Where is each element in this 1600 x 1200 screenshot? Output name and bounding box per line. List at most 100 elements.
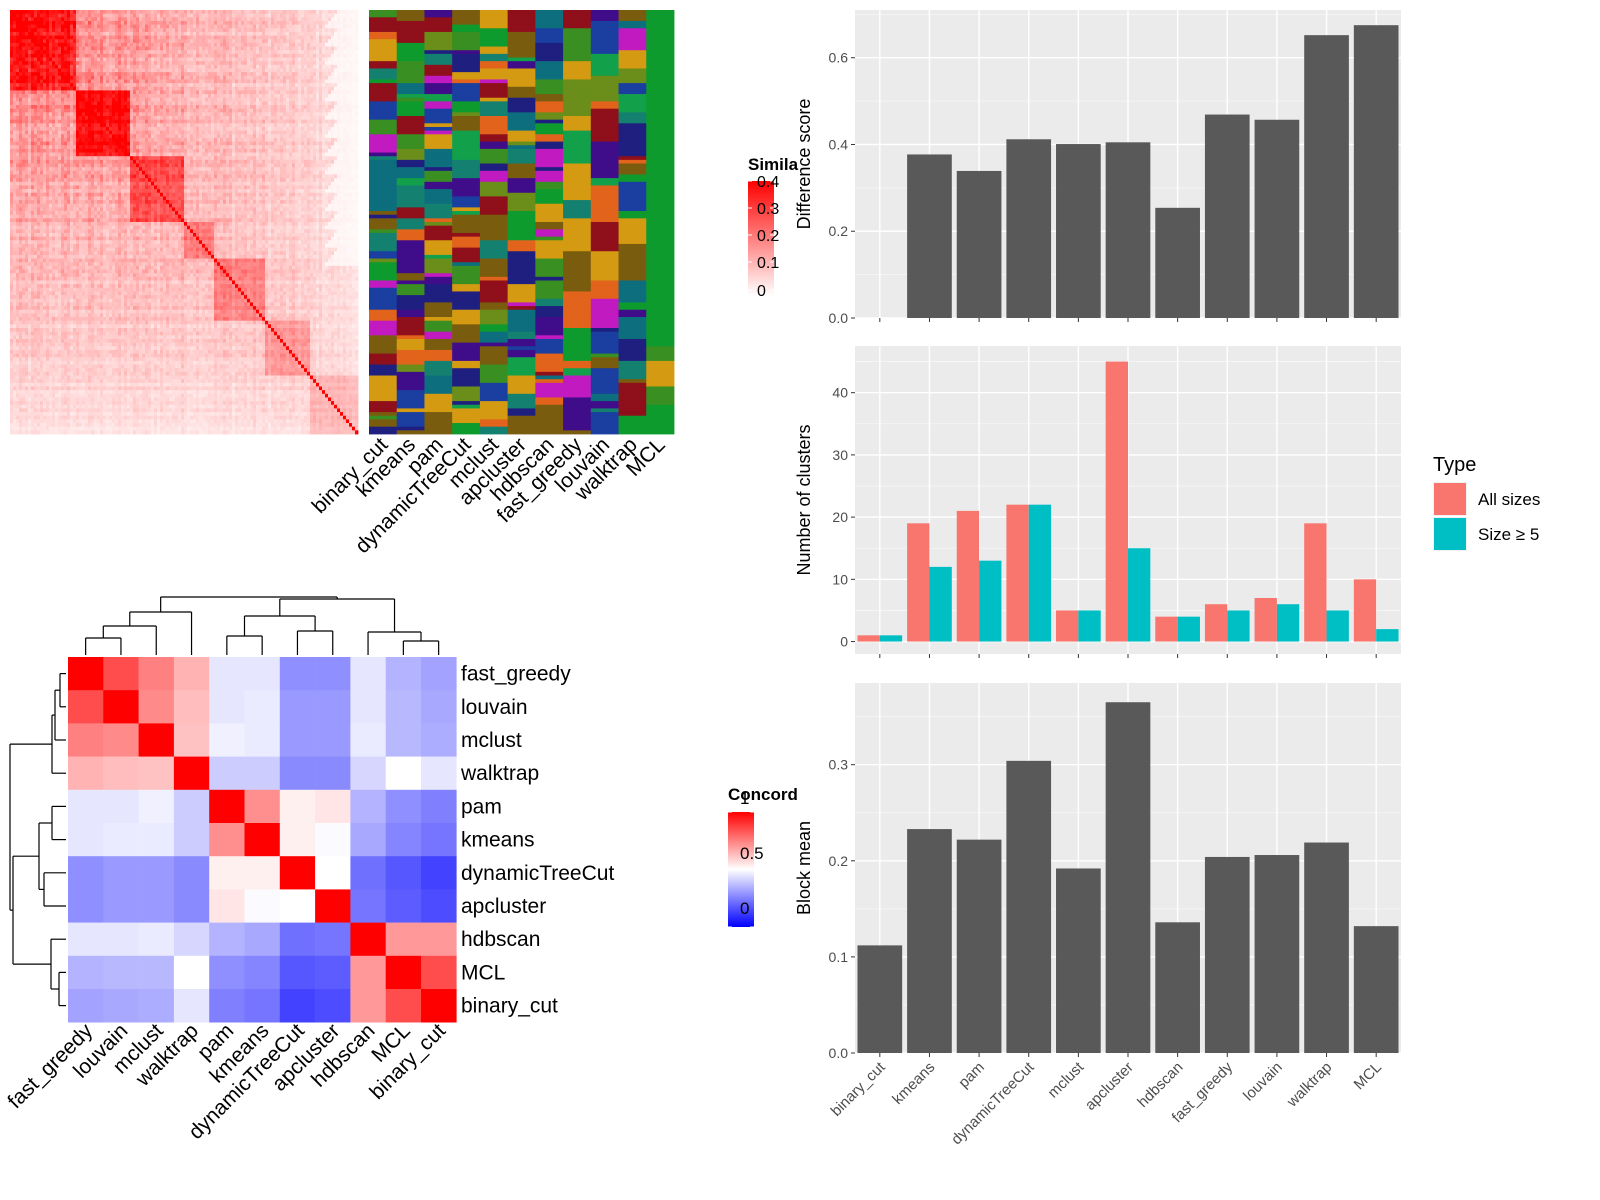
concordance-cell [173, 922, 210, 957]
concordance-cell [209, 657, 245, 691]
similarity-legend: Simila 0.4 0.3 0.2 0.1 0 [748, 155, 799, 300]
concordance-cell [138, 657, 175, 691]
concordance-cell [315, 657, 351, 691]
concordance-cell [279, 789, 316, 824]
similarity-legend-title: Simila [748, 155, 799, 174]
concordance-cell [173, 789, 210, 824]
concordance-cell [421, 690, 457, 724]
bar [1326, 610, 1349, 642]
legend-tick: 0.2 [757, 228, 779, 245]
concordance-cell [315, 756, 351, 791]
x-category-label: apcluster [1082, 1059, 1137, 1114]
legend-tick: 0.5 [740, 844, 764, 863]
concordance-cell [103, 922, 139, 957]
concordance-cell [68, 756, 104, 791]
concordance-cell [350, 856, 386, 890]
concordance-cell [244, 723, 281, 757]
concordance-cell [350, 723, 386, 757]
concordance-cell [385, 690, 422, 724]
concordance-cell [209, 690, 245, 724]
bar [1353, 926, 1399, 1053]
bar [1105, 142, 1151, 318]
legend-tick: 0.1 [757, 255, 779, 272]
concordance-cell [315, 690, 351, 724]
concordance-cell [350, 955, 386, 990]
concordance-cell [421, 789, 457, 824]
concordance-cell [244, 889, 281, 923]
concordance-cell [138, 789, 175, 824]
row-label: hdbscan [461, 928, 540, 951]
concordance-cell [103, 789, 139, 824]
concordance-cell [279, 823, 316, 857]
concordance-cell [103, 823, 139, 857]
similarity-colorbar [748, 181, 774, 296]
concordance-cell [209, 889, 245, 923]
concordance-cell [315, 856, 351, 890]
concordance-colorbar [728, 812, 754, 927]
concordance-cell [244, 989, 281, 1023]
bar [1376, 629, 1399, 642]
concordance-cell [315, 955, 351, 990]
cluster-method-labels: binary_cutkmeanspamdynamicTreeCutmclusta… [308, 433, 670, 558]
bar [1155, 922, 1200, 1053]
concordance-cell [173, 989, 210, 1023]
row-label: kmeans [461, 829, 535, 852]
bar [1078, 610, 1101, 642]
row-label: pam [461, 795, 502, 818]
concordance-cell [350, 690, 386, 724]
concordance-cell [209, 922, 245, 957]
y-tick-label: 0 [840, 634, 848, 650]
concordance-cell [173, 955, 210, 990]
y-tick-label: 0.2 [829, 223, 849, 239]
concordance-cell [103, 723, 139, 757]
y-tick-label: 0.0 [829, 310, 849, 326]
bar [1006, 760, 1052, 1053]
bar [1105, 361, 1128, 642]
y-tick-label: 0.1 [829, 949, 849, 965]
concordance-cell [421, 922, 457, 957]
y-axis-label: Block mean [794, 821, 814, 915]
bar [1056, 868, 1101, 1053]
bar [1276, 604, 1300, 642]
bar [1006, 504, 1029, 642]
bar [956, 839, 1002, 1053]
legend-label: All sizes [1478, 490, 1540, 509]
row-label: walktrap [460, 762, 539, 785]
concordance-cell [421, 823, 457, 857]
block-mean-chart: 0.0 0.1 0.2 0.3 Block mean [794, 683, 1401, 1061]
concordance-cell [68, 955, 104, 990]
concordance-cell [385, 657, 422, 691]
concordance-cell [315, 989, 351, 1023]
bar [1254, 855, 1300, 1053]
concordance-cell [138, 756, 175, 791]
concordance-cell [244, 856, 281, 890]
concordance-cell [209, 723, 245, 757]
legend-tick: 0.3 [757, 201, 779, 218]
concordance-cell [138, 823, 175, 857]
concordance-cell [421, 989, 457, 1023]
concordance-cell [209, 989, 245, 1023]
concordance-cell [385, 856, 422, 890]
concordance-cell [138, 723, 175, 757]
concordance-cell [244, 690, 281, 724]
concordance-cell [138, 989, 175, 1023]
legend-tick: 0.4 [757, 174, 779, 191]
concordance-cell [138, 690, 175, 724]
bar [1204, 604, 1228, 642]
row-label: binary_cut [461, 995, 558, 1018]
concordance-cell [421, 756, 457, 791]
y-tick-label: 10 [832, 571, 848, 587]
concordance-dendrogram [9, 596, 440, 1007]
legend-swatch [1434, 483, 1466, 515]
concordance-cell [315, 823, 351, 857]
bar [1028, 504, 1052, 642]
concordance-cell [68, 789, 104, 824]
concordance-cell [421, 657, 457, 691]
concordance-cell [385, 789, 422, 824]
concordance-cell [68, 823, 104, 857]
legend-tick: 0 [757, 283, 766, 300]
concordance-cell [173, 856, 210, 890]
concordance-cell [279, 889, 316, 923]
bar [1105, 702, 1151, 1053]
concordance-cell [138, 889, 175, 923]
